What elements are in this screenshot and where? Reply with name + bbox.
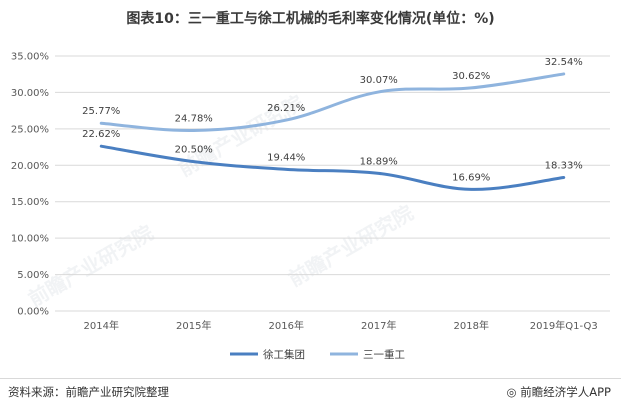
x-tick-label: 2017年 xyxy=(361,319,396,332)
data-label: 32.54% xyxy=(545,57,583,68)
legend: 徐工集团 三一重工 xyxy=(230,348,405,361)
y-tick-label: 10.00% xyxy=(11,234,49,245)
line-chart: 0.00% 5.00% 10.00% 15.00% 20.00% 25.00% 30.00%… xyxy=(11,52,610,361)
grid-lines xyxy=(55,55,610,312)
x-tick-label: 2015年 xyxy=(176,319,211,332)
chart-title: 图表10：三一重工与徐工机械的毛利率变化情况(单位：%) xyxy=(126,11,495,27)
x-tick-label: 2014年 xyxy=(84,319,119,332)
y-tick-label: 25.00% xyxy=(11,124,49,135)
data-label: 26.21% xyxy=(267,103,305,114)
y-tick-label: 20.00% xyxy=(11,161,49,172)
data-label: 20.50% xyxy=(175,145,213,156)
y-axis-ticks: 0.00% 5.00% 10.00% 15.00% 20.00% 25.00% 30.00%… xyxy=(11,52,49,318)
y-tick-label: 0.00% xyxy=(17,307,49,318)
data-label: 18.89% xyxy=(360,156,398,167)
brand-logo-icon: ◎ xyxy=(506,385,521,399)
data-label: 25.77% xyxy=(82,106,120,117)
data-labels: 22.62% 20.50% 19.44% 18.89% 16.69% 18.33% 25.7… xyxy=(82,57,583,183)
brand-text: 前瞻经济学人APP xyxy=(520,385,611,399)
series-line xyxy=(99,72,566,132)
x-axis-ticks: 2014年 2015年 2016年 2017年 2018年 2019年Q1-Q3 xyxy=(84,319,598,332)
data-label: 16.69% xyxy=(452,172,490,183)
data-label: 22.62% xyxy=(82,129,120,140)
x-tick-label: 2016年 xyxy=(269,319,304,332)
series-line xyxy=(99,144,566,191)
x-tick-label: 2019年Q1-Q3 xyxy=(530,319,598,332)
y-tick-label: 30.00% xyxy=(11,88,49,99)
legend-label: 徐工集团 xyxy=(263,348,305,361)
footer-divider xyxy=(0,378,621,379)
y-tick-label: 35.00% xyxy=(11,52,49,63)
data-label: 30.62% xyxy=(452,71,490,82)
y-tick-label: 5.00% xyxy=(17,270,49,281)
x-tick-label: 2018年 xyxy=(454,319,489,332)
y-tick-label: 15.00% xyxy=(11,197,49,208)
brand-label: ◎ 前瞻经济学人APP xyxy=(507,384,611,400)
series-lines xyxy=(99,72,566,191)
source-note: 资料来源：前瞻产业研究院整理 xyxy=(8,385,169,399)
data-label: 30.07% xyxy=(360,75,398,86)
legend-label: 三一重工 xyxy=(363,348,405,361)
data-label: 19.44% xyxy=(267,152,305,163)
data-label: 24.78% xyxy=(175,113,213,124)
data-label: 18.33% xyxy=(545,160,583,171)
